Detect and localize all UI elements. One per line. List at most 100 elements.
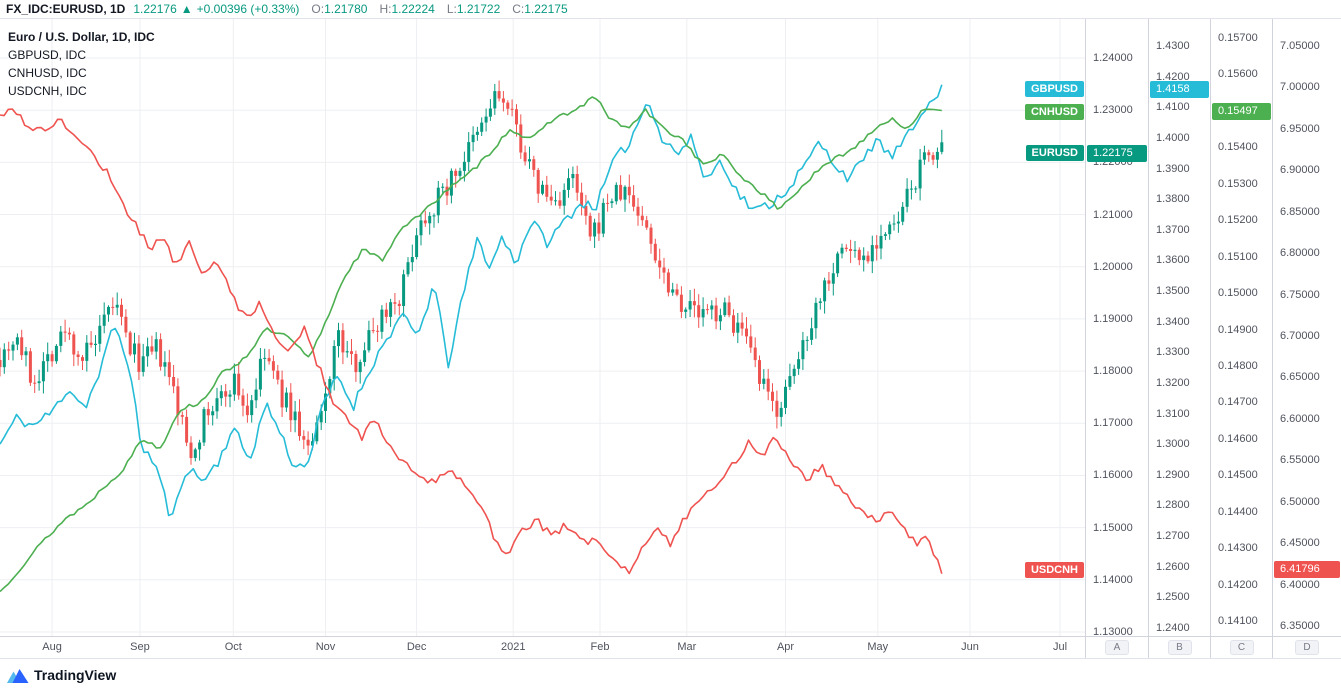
plot-canvas-holder[interactable] — [0, 19, 1085, 636]
price-tick-label: 1.23000 — [1093, 104, 1133, 117]
cnhusd-series-flag: CNHUSD — [1024, 103, 1084, 120]
price-tick-label: 1.3100 — [1156, 407, 1190, 420]
price-tick-label: 0.14700 — [1218, 396, 1258, 409]
price-chart-canvas[interactable] — [0, 19, 1085, 636]
scale-button-cell-d: D — [1272, 637, 1341, 658]
price-tick-label: 1.2800 — [1156, 499, 1190, 512]
price-change: +0.00396 (+0.33%) — [196, 2, 300, 16]
last-price: 1.22176 — [133, 2, 177, 16]
price-tick-label: 0.15400 — [1218, 141, 1258, 154]
price-tick-label: 7.05000 — [1280, 40, 1320, 52]
time-tick-label: Dec — [406, 641, 427, 653]
price-tick-label: 1.21000 — [1093, 208, 1133, 221]
usdcnh-series-flag: USDCNH — [1024, 561, 1084, 578]
time-tick-label: Oct — [224, 641, 242, 653]
price-tick-label: 1.4100 — [1156, 101, 1190, 114]
price-tick-label: 1.16000 — [1093, 469, 1133, 482]
price-tick-label: 6.40000 — [1280, 578, 1320, 591]
price-scale-gbpusd[interactable]: 1.4300 1.4200 1.4100 1.4000 1.3900 1.3800 1.37… — [1148, 19, 1210, 636]
gbpusd-last-price-label: 1.4158 — [1150, 80, 1209, 98]
price-tick-label: 6.55000 — [1280, 454, 1320, 467]
close-label: C: — [512, 2, 525, 16]
price-tick-label: 1.2600 — [1156, 560, 1190, 573]
price-tick-label: 0.14600 — [1218, 432, 1258, 445]
close-value: 1.22175 — [524, 2, 568, 16]
price-tick-label: 0.15700 — [1218, 32, 1258, 44]
price-scale-usdcnh[interactable]: 7.05000 7.00000 6.95000 6.90000 6.85000 6.800… — [1272, 19, 1341, 636]
scale-button-a[interactable]: A — [1105, 640, 1129, 655]
gbpusd-series-flag: GBPUSD — [1024, 81, 1084, 98]
low-value: 1.21722 — [456, 2, 501, 16]
scale-button-cell-b: B — [1148, 637, 1210, 658]
price-tick-label: 0.15200 — [1218, 214, 1258, 227]
time-tick-label: May — [867, 641, 889, 653]
scale-button-d[interactable]: D — [1295, 640, 1319, 655]
price-tick-label: 6.60000 — [1280, 412, 1320, 425]
time-axis[interactable]: Aug Sep Oct Nov Dec 2021 Feb Mar Apr May Jun Jul — [0, 637, 1085, 659]
price-tick-label: 1.3900 — [1156, 162, 1190, 175]
price-tick-label: 1.2400 — [1156, 622, 1190, 634]
tradingview-logo-icon — [7, 668, 29, 683]
price-scale-eurusd[interactable]: 1.24000 1.23000 1.22000 1.21000 1.20000 1.190… — [1085, 19, 1148, 638]
price-tick-label: 6.35000 — [1280, 620, 1320, 632]
low-label: L: — [446, 2, 457, 16]
time-tick-label: 2021 — [500, 641, 526, 653]
price-tick-label: 1.2700 — [1156, 530, 1190, 543]
price-tick-label: 1.2900 — [1156, 468, 1190, 481]
price-tick-label: 0.15000 — [1218, 287, 1258, 300]
price-tick-label: 0.14200 — [1218, 578, 1258, 591]
symbol-info-bar: FX_IDC:EURUSD, 1D 1.22176 ▲ +0.00396 (+0… — [0, 0, 1341, 19]
scale-button-cell-a: A — [1085, 637, 1148, 658]
price-tick-label: 6.95000 — [1280, 122, 1320, 135]
chart-pane[interactable]: Euro / U.S. Dollar, 1D, IDC GBPUSD, IDC … — [0, 19, 1085, 636]
legend-overlay-gbpusd[interactable]: GBPUSD, IDC — [8, 48, 87, 62]
price-tick-label: 1.2500 — [1156, 591, 1190, 604]
price-tick-label: 1.4300 — [1156, 40, 1190, 52]
price-tick-label: 0.15600 — [1218, 68, 1258, 81]
price-tick-label: 1.19000 — [1093, 312, 1133, 325]
time-tick-label: Jun — [961, 641, 979, 653]
price-tick-label: 6.65000 — [1280, 371, 1320, 384]
time-tick-label: Nov — [315, 641, 336, 653]
legend-overlay-cnhusd[interactable]: CNHUSD, IDC — [8, 66, 87, 80]
price-scale-cnhusd[interactable]: 0.157000.156000.155000.154000.153000.152… — [1210, 19, 1272, 636]
price-tick-label: 0.14100 — [1218, 615, 1258, 627]
symbol-title: FX_IDC:EURUSD, 1D — [6, 2, 126, 16]
price-tick-label: 1.3200 — [1156, 376, 1190, 389]
price-tick-label: 6.75000 — [1280, 288, 1320, 301]
price-tick-label: 1.17000 — [1093, 417, 1133, 430]
price-tick-label: 1.13000 — [1093, 626, 1133, 638]
price-tick-label: 1.18000 — [1093, 365, 1133, 378]
usdcnh-last-price-label: 6.41796 — [1274, 561, 1340, 579]
price-tick-label: 1.14000 — [1093, 573, 1133, 586]
price-tick-label: 1.20000 — [1093, 260, 1133, 273]
open-label: O: — [311, 2, 325, 16]
scale-button-b[interactable]: B — [1167, 640, 1192, 655]
price-tick-label: 6.50000 — [1280, 495, 1320, 508]
price-tick-label: 6.70000 — [1280, 330, 1320, 342]
high-value: 1.22224 — [391, 2, 435, 16]
price-tick-label: 1.3400 — [1156, 315, 1190, 328]
eurusd-series-flag: EURUSD — [1025, 145, 1084, 162]
price-tick-label: 1.3500 — [1156, 285, 1190, 298]
price-tick-label: 0.14800 — [1218, 359, 1258, 372]
chart-legend: Euro / U.S. Dollar, 1D, IDC GBPUSD, IDC … — [8, 28, 155, 100]
time-tick-label: Mar — [677, 641, 697, 653]
price-tick-label: 6.45000 — [1280, 537, 1320, 550]
cnhusd-last-price-label: 0.15497 — [1212, 103, 1271, 121]
time-axis-band: Aug Sep Oct Nov Dec 2021 Feb Mar Apr May Jun Jul A … — [0, 636, 1341, 658]
price-tick-label: 6.85000 — [1280, 205, 1320, 218]
price-tick-label: 1.3000 — [1156, 438, 1190, 451]
price-tick-label: 0.15300 — [1218, 177, 1258, 190]
open-value: 1.21780 — [324, 2, 368, 16]
legend-overlay-usdcnh[interactable]: USDCNH, IDC — [8, 84, 87, 98]
time-tick-label: Sep — [130, 641, 150, 653]
scale-button-c[interactable]: C — [1229, 640, 1254, 655]
time-tick-label: Apr — [776, 641, 795, 653]
legend-main-series[interactable]: Euro / U.S. Dollar, 1D, IDC — [8, 30, 155, 44]
price-tick-label: 1.3800 — [1156, 193, 1190, 206]
time-tick-label: Jul — [1053, 641, 1068, 653]
price-tick-label: 7.00000 — [1280, 81, 1320, 94]
tradingview-brand[interactable]: TradingView — [7, 667, 116, 683]
